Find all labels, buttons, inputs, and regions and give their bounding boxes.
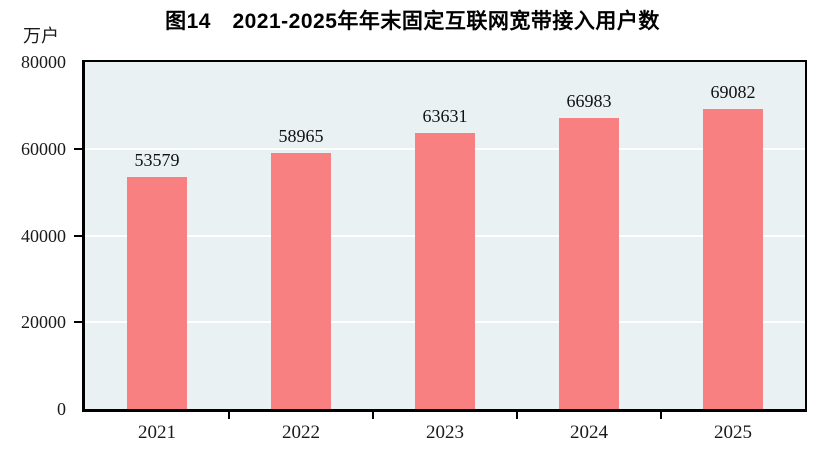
plot-area: 53579 58965 63631 66983 69082 (82, 60, 807, 412)
bar-2021 (127, 176, 187, 409)
y-axis-unit-label: 万户 (23, 26, 59, 46)
y-tick-label-0: 0 (57, 399, 66, 419)
bar-2023 (415, 133, 475, 409)
x-tick-mark-4 (660, 412, 662, 419)
bar-value-label-2021: 53579 (134, 149, 180, 170)
y-tick-label-20000: 20000 (21, 312, 66, 333)
x-tick-label-2025: 2025 (714, 422, 752, 443)
y-tick-mark-40000 (74, 234, 82, 237)
x-tick-label-2022: 2022 (282, 422, 320, 443)
bar-2024 (559, 118, 619, 409)
chart-title: 图14 2021-2025年年末固定互联网宽带接入用户数 (165, 10, 660, 33)
bar-value-label-2024: 66983 (566, 91, 612, 112)
x-tick-mark-1 (228, 412, 230, 419)
y-tick-label-60000: 60000 (21, 138, 66, 159)
bar-2025 (703, 109, 763, 409)
y-tick-label-80000: 80000 (21, 52, 66, 72)
x-tick-mark-2 (372, 412, 374, 419)
y-tick-mark-60000 (74, 147, 82, 150)
y-tick-label-40000: 40000 (21, 225, 66, 246)
bar-value-label-2023: 63631 (422, 106, 468, 127)
bar-value-label-2025: 69082 (710, 82, 756, 103)
y-tick-mark-20000 (74, 321, 82, 324)
bar-2022 (271, 153, 331, 409)
x-tick-label-2023: 2023 (426, 422, 464, 443)
bar-value-label-2022: 58965 (278, 126, 324, 147)
x-tick-label-2024: 2024 (570, 422, 608, 443)
x-tick-label-2021: 2021 (138, 422, 176, 443)
x-tick-mark-3 (516, 412, 518, 419)
